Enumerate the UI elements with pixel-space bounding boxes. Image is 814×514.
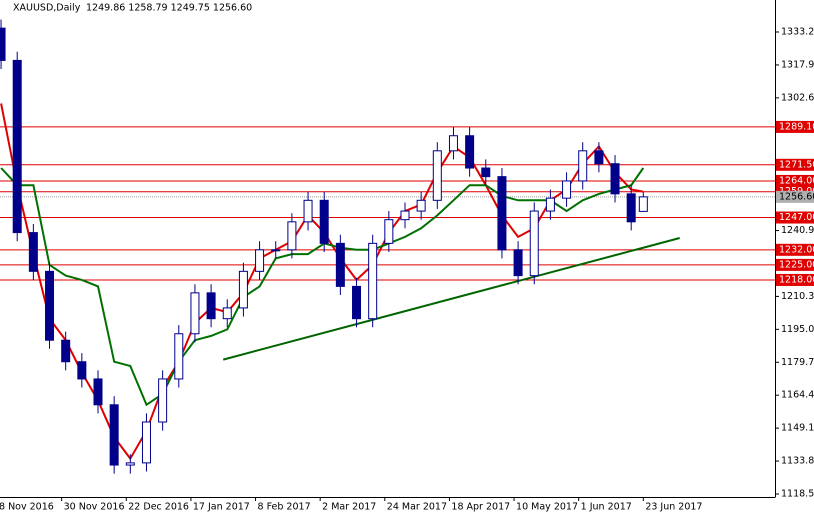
level-label: 1232.00 bbox=[779, 244, 814, 255]
level-label: 1271.50 bbox=[779, 159, 814, 170]
candle-body bbox=[497, 176, 507, 251]
y-tick-label: 1302.60 bbox=[781, 92, 814, 103]
candle-body bbox=[93, 378, 103, 406]
last-price-label: 1256.60 bbox=[779, 191, 814, 202]
x-tick-label: 8 Nov 2016 bbox=[0, 502, 54, 513]
y-tick-label: 1210.35 bbox=[781, 291, 814, 302]
candle-body bbox=[638, 196, 648, 212]
level-label-box bbox=[776, 174, 814, 187]
candle-body bbox=[529, 210, 539, 277]
y-tick-label: 1118.55 bbox=[781, 488, 814, 499]
level-label-box bbox=[776, 243, 814, 256]
candle-body bbox=[12, 59, 22, 234]
candle-body bbox=[190, 292, 200, 335]
level-label: 1247.00 bbox=[779, 212, 814, 223]
y-tick-label: 1195.05 bbox=[781, 324, 814, 335]
candle-body bbox=[222, 307, 232, 320]
candle-body bbox=[400, 210, 410, 221]
candle-body bbox=[465, 135, 475, 169]
candle-body bbox=[141, 421, 151, 464]
candle-body bbox=[513, 249, 523, 277]
candle-body bbox=[45, 270, 55, 341]
x-tick-label: 10 May 2017 bbox=[516, 502, 578, 513]
candle-body bbox=[238, 270, 248, 309]
x-tick-label: 1 Jun 2017 bbox=[581, 502, 632, 513]
candle-body bbox=[594, 150, 604, 165]
x-tick-label: 2 Mar 2017 bbox=[322, 502, 376, 513]
candle-body bbox=[61, 339, 71, 363]
candle-body bbox=[610, 163, 620, 195]
candle-body bbox=[368, 242, 378, 320]
candle-body bbox=[481, 167, 491, 178]
candle-body bbox=[271, 249, 281, 252]
candle-body bbox=[352, 285, 362, 320]
level-label: 1225.00 bbox=[779, 259, 814, 270]
y-tick-label: 1133.85 bbox=[781, 456, 814, 467]
candle-body bbox=[319, 199, 329, 244]
x-tick-label: 17 Jan 2017 bbox=[193, 502, 250, 513]
level-label: 1289.10 bbox=[779, 121, 814, 132]
quote: 1249.86 1258.79 1249.75 1256.60 bbox=[86, 3, 252, 14]
candle-body bbox=[28, 232, 38, 272]
x-tick-label: 30 Nov 2016 bbox=[64, 502, 125, 513]
level-label: 1218.00 bbox=[779, 274, 814, 285]
x-tick-label: 24 Mar 2017 bbox=[387, 502, 447, 513]
candle-body bbox=[384, 219, 394, 244]
candle-body bbox=[206, 292, 216, 320]
candle-body bbox=[448, 135, 458, 152]
candle-body bbox=[77, 361, 87, 380]
candle-body bbox=[562, 180, 572, 199]
level-label-box bbox=[776, 258, 814, 271]
level-label-box bbox=[776, 211, 814, 224]
level-label-box bbox=[776, 120, 814, 133]
y-tick-label: 1149.15 bbox=[781, 423, 814, 434]
candle-body bbox=[125, 462, 135, 466]
candle-body bbox=[109, 404, 119, 466]
candle-body bbox=[0, 27, 6, 61]
y-tick-label: 1179.75 bbox=[781, 357, 814, 368]
candle-body bbox=[432, 150, 442, 201]
candle-body bbox=[626, 193, 636, 223]
y-tick-label: 1333.20 bbox=[781, 27, 814, 38]
x-tick-label: 23 Jun 2017 bbox=[645, 502, 702, 513]
level-label-box bbox=[776, 158, 814, 171]
candle-body bbox=[287, 221, 297, 251]
candle-body bbox=[158, 378, 168, 423]
candle-body bbox=[335, 242, 345, 287]
y-tick-label: 1164.45 bbox=[781, 390, 814, 401]
candle-body bbox=[255, 249, 265, 272]
candle-body bbox=[303, 199, 313, 223]
x-tick-label: 18 Apr 2017 bbox=[451, 502, 510, 513]
candle-body bbox=[545, 197, 555, 212]
y-tick-label: 1317.90 bbox=[781, 59, 814, 70]
level-label-box bbox=[776, 273, 814, 286]
trendline bbox=[222, 237, 680, 361]
symbol: XAUUSD,Daily bbox=[13, 3, 81, 14]
plot-area bbox=[0, 19, 775, 474]
last-price-box bbox=[776, 190, 814, 203]
level-label: 1264.00 bbox=[779, 175, 814, 186]
candle-body bbox=[578, 150, 588, 182]
candle-body bbox=[416, 199, 426, 212]
x-tick-label: 22 Dec 2016 bbox=[128, 502, 189, 513]
candle-body bbox=[174, 333, 184, 380]
y-tick-label: 1240.95 bbox=[781, 225, 814, 236]
x-tick-label: 8 Feb 2017 bbox=[258, 502, 311, 513]
